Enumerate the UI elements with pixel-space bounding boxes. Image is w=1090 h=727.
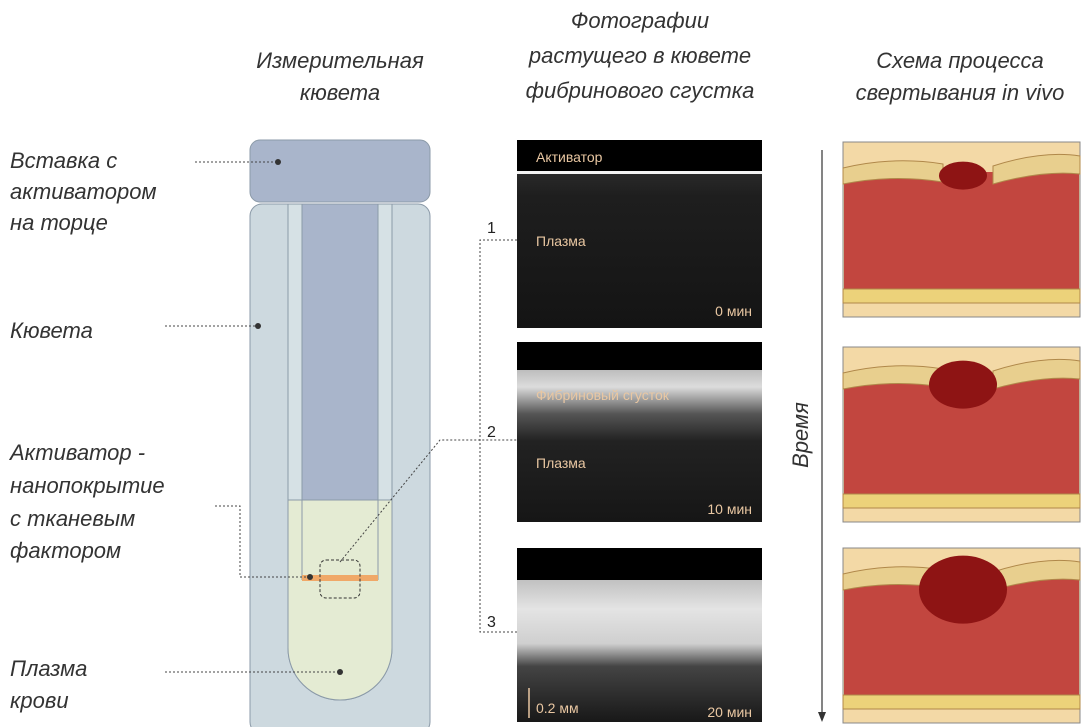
- header-line: Измерительная: [256, 48, 424, 73]
- header-line: Фотографии: [571, 8, 709, 33]
- cuvette: [250, 140, 430, 727]
- photo-label: 20 мин: [707, 704, 752, 720]
- photo-number: 2: [487, 424, 496, 441]
- photo-number: 1: [487, 220, 496, 237]
- labels: Вставка с активатором на торце Кювета Ак…: [8, 148, 165, 713]
- label-line: нанопокрытие: [10, 473, 165, 498]
- photo-label: Плазма: [536, 233, 586, 249]
- photo-label: 0 мин: [715, 303, 752, 319]
- headers: Измерительная кювета Фотографии растущег…: [256, 8, 1064, 105]
- label-line: Вставка с: [10, 148, 117, 173]
- photo-label: Плазма: [536, 455, 586, 471]
- label-line: Активатор -: [8, 440, 145, 465]
- scheme-part: [843, 695, 1080, 709]
- time-axis: Время: [788, 150, 826, 722]
- photos: 1 2 3 Активатор Плазма 0 мин Фибриновый …: [487, 140, 762, 722]
- scheme-part: [919, 556, 1007, 624]
- label-line: активатором: [10, 179, 157, 204]
- header-line: свертывания in vivo: [856, 80, 1065, 105]
- photo-label: Активатор: [536, 149, 603, 165]
- label-line: Кювета: [10, 318, 93, 343]
- diagram: Измерительная кювета Фотографии растущег…: [0, 0, 1090, 727]
- photo-label: Фибриновый сгусток: [536, 387, 670, 403]
- schemes: [843, 142, 1080, 723]
- header-line: фибринового сгустка: [526, 78, 755, 103]
- scheme-part: [843, 494, 1080, 508]
- header-line: Схема процесса: [876, 48, 1043, 73]
- label-line: с тканевым: [10, 506, 135, 531]
- scheme-part: [843, 289, 1080, 303]
- label-line: на торце: [10, 210, 108, 235]
- scheme-part: [939, 162, 987, 190]
- time-label: Время: [788, 402, 813, 468]
- photo-label: 10 мин: [707, 501, 752, 517]
- header-line: растущего в кювете: [528, 43, 751, 68]
- label-line: фактором: [10, 538, 121, 563]
- label-line: Плазма: [10, 656, 87, 681]
- photo-number: 3: [487, 614, 496, 631]
- header-line: кювета: [300, 80, 380, 105]
- scheme-part: [929, 361, 997, 409]
- photo-label: 0.2 мм: [536, 700, 579, 716]
- label-line: крови: [10, 688, 69, 713]
